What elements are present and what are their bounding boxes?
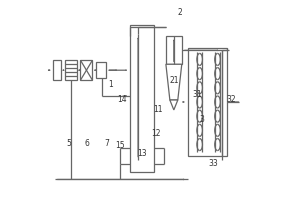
- Text: 32: 32: [226, 95, 236, 104]
- Text: 11: 11: [153, 105, 163, 114]
- Bar: [130, 25, 154, 171]
- Text: 31: 31: [193, 90, 202, 99]
- Bar: [96, 62, 106, 78]
- Text: 15: 15: [116, 141, 125, 150]
- Bar: [64, 60, 76, 80]
- Text: 3: 3: [199, 115, 204, 124]
- Polygon shape: [170, 100, 178, 110]
- Text: 5: 5: [66, 139, 71, 148]
- Bar: [166, 36, 182, 64]
- Text: 13: 13: [137, 149, 147, 158]
- Text: 14: 14: [117, 95, 127, 104]
- Text: 21: 21: [169, 76, 178, 85]
- Text: 7: 7: [104, 139, 109, 148]
- Text: 6: 6: [84, 139, 89, 148]
- Bar: [53, 60, 61, 80]
- Text: 12: 12: [151, 129, 161, 138]
- Text: 2: 2: [177, 8, 182, 17]
- Text: 33: 33: [209, 159, 218, 168]
- Bar: [188, 48, 227, 156]
- Polygon shape: [166, 64, 182, 100]
- Text: 1: 1: [108, 80, 113, 89]
- Bar: [80, 60, 92, 80]
